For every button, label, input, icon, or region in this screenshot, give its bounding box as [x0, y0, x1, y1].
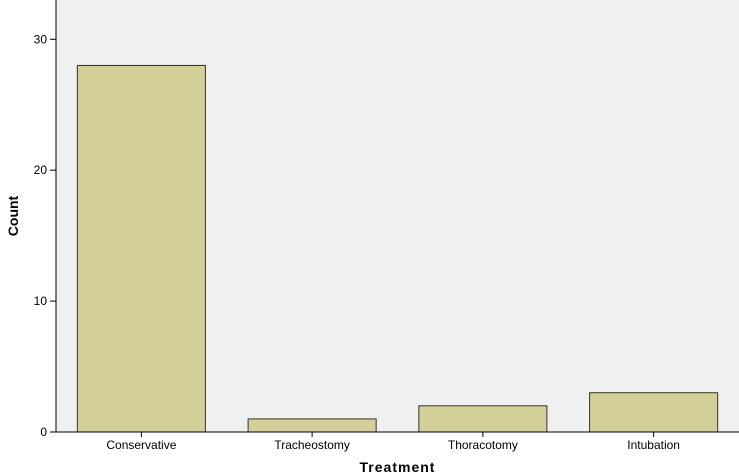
bar-thoracotomy: [418, 405, 548, 433]
y-axis-title: Count: [5, 195, 21, 236]
y-ticks-group: 0 10 20 30: [34, 32, 56, 439]
x-tick-label: Intubation: [627, 438, 680, 452]
bars-group: [76, 64, 719, 433]
bar-tracheostomy: [247, 418, 377, 433]
bar-conservative: [76, 64, 206, 433]
x-ticks-group: Conservative Tracheostomy Thoracotomy Intub…: [106, 432, 680, 452]
y-tick-label: 30: [34, 32, 48, 46]
x-axis-title: Treatment: [360, 459, 436, 475]
x-tick-label: Tracheostomy: [274, 438, 350, 452]
x-tick-label: Conservative: [106, 438, 176, 452]
y-tick-label: 20: [34, 163, 48, 177]
y-tick-label: 10: [34, 294, 48, 308]
y-tick-label: 0: [40, 425, 47, 439]
bar-intubation: [589, 392, 719, 433]
x-tick-label: Thoracotomy: [448, 438, 518, 452]
